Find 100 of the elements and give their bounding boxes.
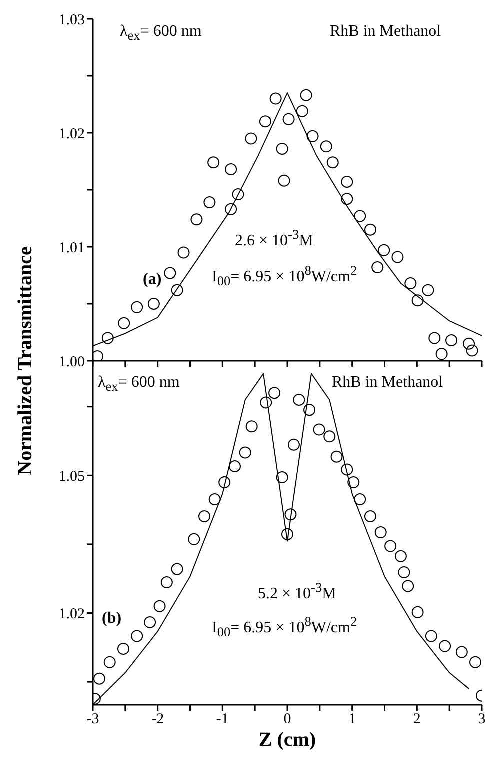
point <box>270 92 282 105</box>
point <box>93 672 106 685</box>
point <box>392 251 404 264</box>
point <box>239 446 252 459</box>
y-tick-label: 1.05 <box>58 468 85 485</box>
point <box>160 576 173 589</box>
x-tick-label: -1 <box>216 712 229 728</box>
point <box>341 193 354 206</box>
point <box>131 630 144 642</box>
point <box>228 460 241 472</box>
annotation: λ$_{ex}$= 600 nm <box>98 374 180 394</box>
point <box>378 244 390 256</box>
point <box>300 89 312 102</box>
annotation: 5.2 × 10$^{-3}$M <box>258 580 336 602</box>
point <box>354 210 366 222</box>
point <box>364 224 376 236</box>
point <box>232 188 244 201</box>
point <box>313 424 326 436</box>
x-tick-label: 3 <box>478 712 485 728</box>
point <box>470 656 482 668</box>
point <box>259 116 272 128</box>
x-axis-title: Z (cm) <box>258 729 316 751</box>
point <box>246 420 258 433</box>
point <box>324 430 336 443</box>
point <box>330 450 343 463</box>
point <box>282 113 295 126</box>
point <box>190 214 203 226</box>
point <box>282 528 294 540</box>
x-tick-label: 2 <box>413 712 421 728</box>
point <box>412 294 424 307</box>
point <box>341 176 354 188</box>
point <box>260 396 272 409</box>
point <box>436 348 448 360</box>
point <box>404 277 417 290</box>
point <box>144 616 156 628</box>
point <box>402 580 414 592</box>
y-axis-title: Normalized Transmittance <box>14 246 38 476</box>
point <box>422 284 434 296</box>
point <box>178 246 190 259</box>
annotation: I$_{00}$= 6.95 × 10$^{8}$W/cm$^{2}$ <box>212 263 358 289</box>
x-tick-label: -2 <box>152 712 164 728</box>
point <box>188 533 200 546</box>
point <box>425 630 438 642</box>
point <box>131 301 144 314</box>
annotation: (a) <box>143 271 162 288</box>
point <box>276 142 288 155</box>
point <box>218 476 231 489</box>
point <box>412 606 424 618</box>
point <box>466 344 478 357</box>
point <box>374 526 387 539</box>
y-tick-label: 1.03 <box>58 12 85 28</box>
point <box>278 174 290 187</box>
point <box>372 262 384 274</box>
y-tick-label: 1.02 <box>58 126 85 142</box>
point <box>384 540 397 552</box>
x-tick-label: 0 <box>284 712 292 728</box>
point <box>394 550 407 562</box>
point <box>268 387 281 400</box>
point <box>117 643 130 656</box>
point <box>354 494 366 506</box>
point <box>428 332 441 344</box>
point <box>456 646 468 658</box>
point <box>118 317 130 330</box>
point <box>348 476 360 489</box>
point <box>398 566 410 578</box>
point <box>284 508 297 521</box>
annotation: 2.6 × 10$^{-3}$M <box>235 227 314 250</box>
point <box>198 510 211 522</box>
point <box>296 105 308 118</box>
point <box>93 350 104 361</box>
annotation: RhB in Methanol <box>332 374 444 391</box>
point <box>364 510 376 522</box>
y-tick-label: 1.02 <box>58 606 85 623</box>
point <box>463 338 476 350</box>
point <box>341 464 354 476</box>
point <box>320 140 332 153</box>
point <box>225 203 238 216</box>
x-tick-label: 1 <box>348 712 356 728</box>
point <box>446 334 458 346</box>
point <box>102 332 114 344</box>
point <box>104 656 116 668</box>
point <box>245 132 258 145</box>
point <box>304 404 316 416</box>
point <box>171 284 184 296</box>
point <box>164 267 176 280</box>
point <box>204 196 216 209</box>
point <box>293 394 306 406</box>
y-tick-label: 1.00 <box>58 354 85 370</box>
y-tick-label: 1.01 <box>58 240 85 256</box>
annotation: RhB in Methanol <box>330 23 442 40</box>
point <box>306 130 319 142</box>
annotation: λ$_{ex}$= 600 nm <box>120 23 202 44</box>
annotation: (b) <box>102 610 122 627</box>
point <box>171 563 184 576</box>
point <box>225 163 238 176</box>
x-tick-label: -3 <box>86 712 100 728</box>
point <box>154 600 166 612</box>
point <box>326 156 339 169</box>
point <box>148 298 160 310</box>
annotation: I$_{00}$= 6.95 × 10$^{8}$W/cm$^{2}$ <box>212 614 358 640</box>
